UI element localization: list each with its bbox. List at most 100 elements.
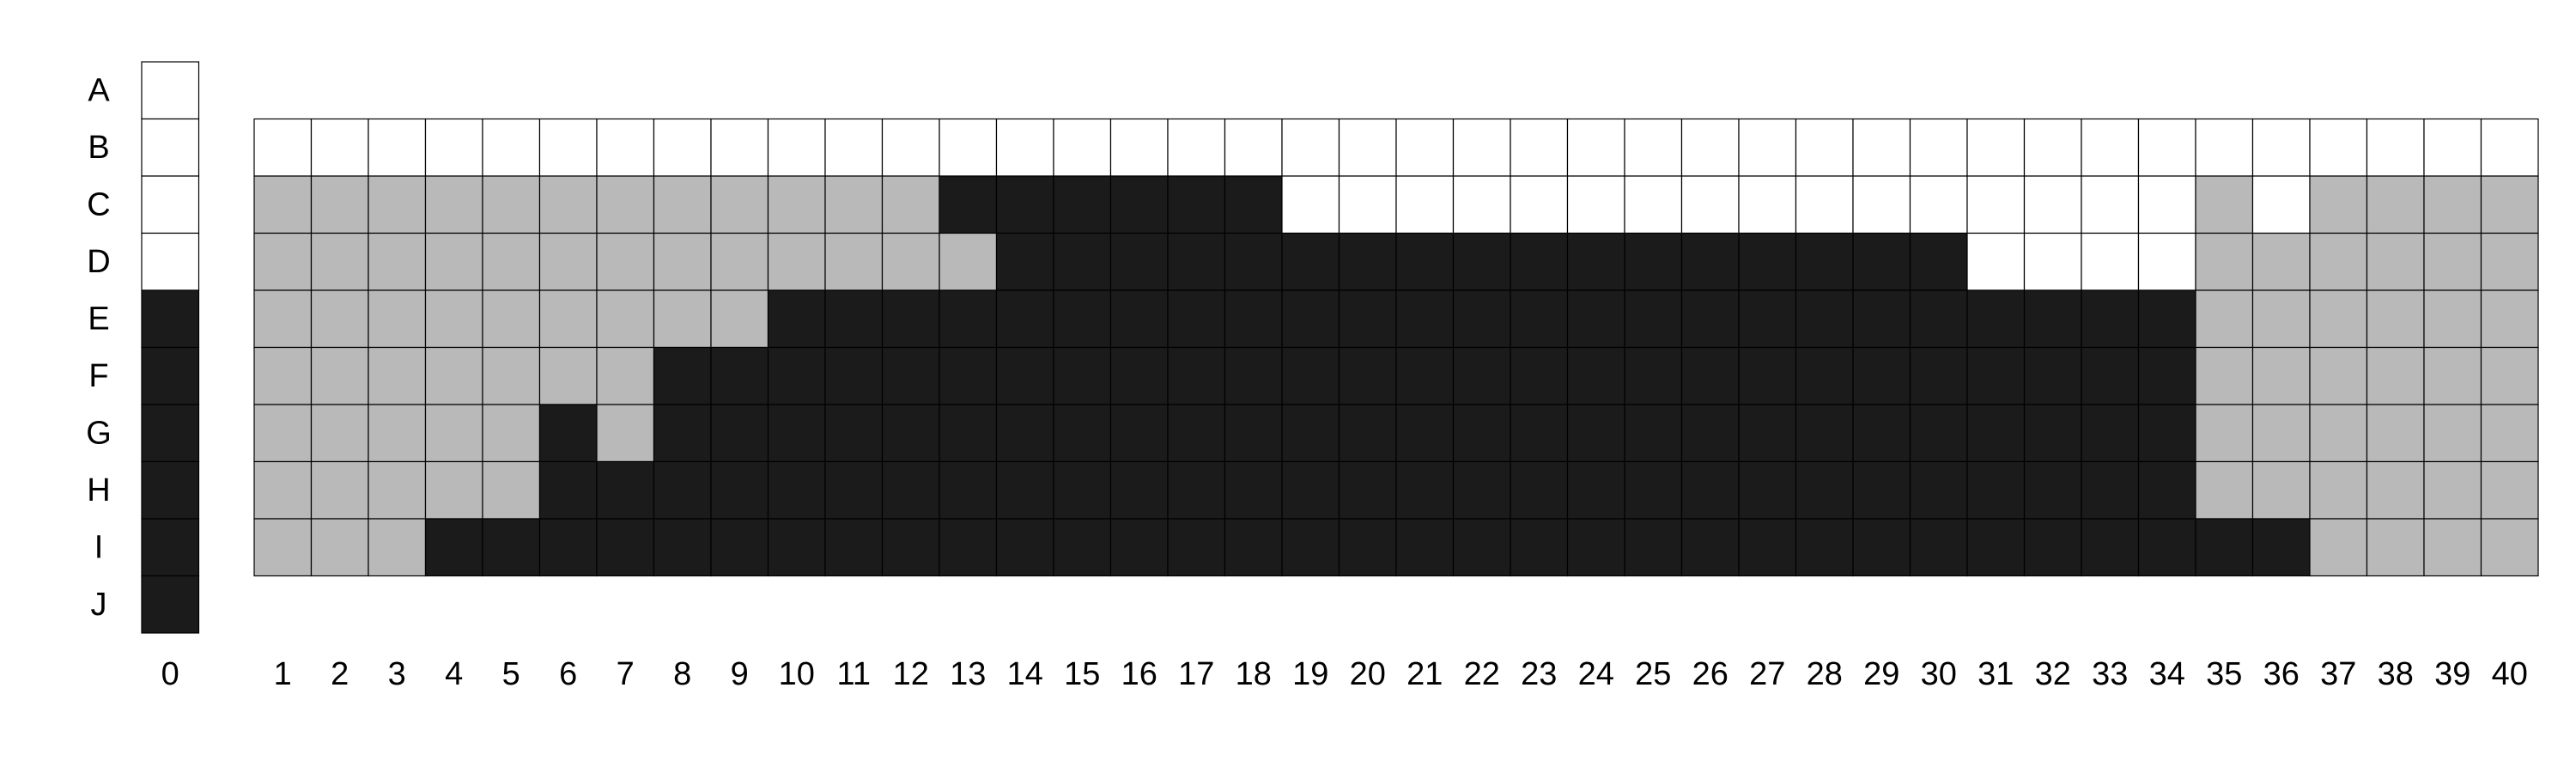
cell-i-4 (424, 518, 483, 577)
cell-h-23 (1510, 460, 1569, 520)
cell-b-11 (824, 118, 884, 177)
cell-b-14 (995, 118, 1054, 177)
row-label-d: D (87, 244, 110, 280)
cell-e-24 (1566, 289, 1625, 349)
cell-h-38 (2366, 460, 2425, 520)
cell-f-36 (2251, 346, 2311, 405)
cell-f-11 (824, 346, 884, 405)
cell-f-21 (1395, 346, 1455, 405)
cell-f-13 (939, 346, 998, 405)
cell-f-18 (1224, 346, 1283, 405)
column-label-32: 32 (2035, 656, 2071, 692)
cell-f-27 (1738, 346, 1797, 405)
column-label-6: 6 (559, 656, 577, 692)
cell-c-39 (2423, 175, 2482, 234)
cell-b-35 (2195, 118, 2254, 177)
cell-g-25 (1624, 404, 1683, 463)
cell-d-31 (1966, 232, 2026, 291)
column-label-13: 13 (950, 656, 986, 692)
cell-h-19 (1281, 460, 1340, 520)
cell-e-20 (1338, 289, 1397, 349)
reference-cell-d (141, 232, 200, 291)
column-label-19: 19 (1292, 656, 1328, 692)
cell-i-16 (1109, 518, 1169, 577)
cell-b-8 (653, 118, 712, 177)
cell-b-33 (2081, 118, 2140, 177)
cell-d-32 (2023, 232, 2082, 291)
cell-f-26 (1680, 346, 1740, 405)
cell-i-27 (1738, 518, 1797, 577)
cell-c-36 (2251, 175, 2311, 234)
cell-b-38 (2366, 118, 2425, 177)
cell-e-8 (653, 289, 712, 349)
cell-c-19 (1281, 175, 1340, 234)
cell-g-38 (2366, 404, 2425, 463)
cell-b-7 (596, 118, 655, 177)
column-label-25: 25 (1635, 656, 1671, 692)
cell-f-8 (653, 346, 712, 405)
cell-b-20 (1338, 118, 1397, 177)
cell-f-2 (310, 346, 369, 405)
cell-i-14 (995, 518, 1054, 577)
column-label-36: 36 (2263, 656, 2300, 692)
reference-cell-h (141, 460, 200, 520)
cell-e-36 (2251, 289, 2311, 349)
cell-e-21 (1395, 289, 1455, 349)
cell-d-28 (1795, 232, 1854, 291)
cell-b-29 (1852, 118, 1911, 177)
cell-c-32 (2023, 175, 2082, 234)
cell-b-31 (1966, 118, 2026, 177)
cell-d-39 (2423, 232, 2482, 291)
cell-d-29 (1852, 232, 1911, 291)
column-label-3: 3 (388, 656, 406, 692)
reference-cell-b (141, 118, 200, 177)
cell-f-9 (710, 346, 769, 405)
cell-f-22 (1452, 346, 1511, 405)
cell-b-10 (767, 118, 826, 177)
reference-cell-j (141, 575, 200, 634)
cell-g-26 (1680, 404, 1740, 463)
column-label-26: 26 (1692, 656, 1728, 692)
column-label-8: 8 (673, 656, 691, 692)
cell-d-30 (1909, 232, 1968, 291)
cell-i-19 (1281, 518, 1340, 577)
cell-h-37 (2309, 460, 2368, 520)
cell-e-23 (1510, 289, 1569, 349)
cell-g-22 (1452, 404, 1511, 463)
cell-f-34 (2137, 346, 2196, 405)
cell-h-12 (881, 460, 940, 520)
cell-e-35 (2195, 289, 2254, 349)
cell-d-35 (2195, 232, 2254, 291)
cell-h-11 (824, 460, 884, 520)
cell-e-12 (881, 289, 940, 349)
cell-i-20 (1338, 518, 1397, 577)
cell-g-31 (1966, 404, 2026, 463)
cell-b-26 (1680, 118, 1740, 177)
column-label-15: 15 (1064, 656, 1100, 692)
reference-cell-a (141, 61, 200, 120)
cell-e-7 (596, 289, 655, 349)
cell-f-14 (995, 346, 1054, 405)
cell-h-5 (482, 460, 541, 520)
cell-g-13 (939, 404, 998, 463)
cell-f-12 (881, 346, 940, 405)
cell-d-26 (1680, 232, 1740, 291)
cell-f-29 (1852, 346, 1911, 405)
column-label-7: 7 (617, 656, 635, 692)
column-label-5: 5 (502, 656, 520, 692)
row-label-g: G (86, 415, 112, 451)
cell-c-40 (2480, 175, 2539, 234)
reference-cell-e (141, 289, 200, 349)
cell-c-8 (653, 175, 712, 234)
cell-b-37 (2309, 118, 2368, 177)
cell-b-12 (881, 118, 940, 177)
cell-i-36 (2251, 518, 2311, 577)
cell-e-31 (1966, 289, 2026, 349)
cell-c-37 (2309, 175, 2368, 234)
cell-h-34 (2137, 460, 2196, 520)
cell-b-34 (2137, 118, 2196, 177)
cell-e-19 (1281, 289, 1340, 349)
cell-h-28 (1795, 460, 1854, 520)
column-label-2: 2 (331, 656, 349, 692)
cell-d-36 (2251, 232, 2311, 291)
